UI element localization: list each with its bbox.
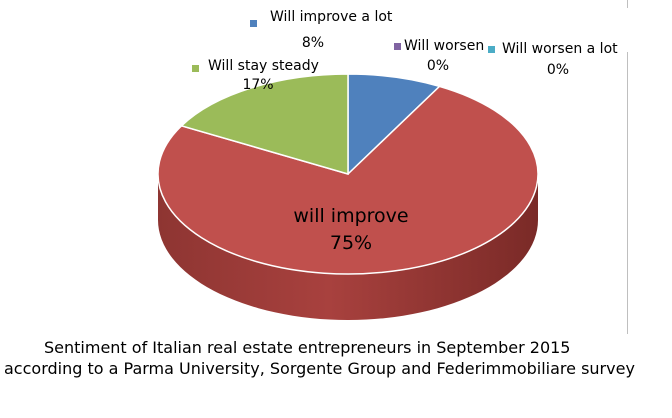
chart-border-right-lower <box>627 52 628 334</box>
label-value-will-worsen-a-lot: 0% <box>547 62 569 78</box>
caption-line-1: Sentiment of Italian real estate entrepr… <box>44 338 571 357</box>
label-name-will-improve-a-lot: Will improve a lot <box>270 9 393 25</box>
pie-chart: Will improve a lot 8% will improve 75% Will … <box>157 9 618 320</box>
label-value-will-worsen: 0% <box>427 58 449 74</box>
label-swatch-will-stay-steady <box>192 65 199 72</box>
label-swatch-will-worsen-a-lot <box>488 46 495 53</box>
chart-border-right <box>627 0 628 8</box>
pie-side-wall <box>158 174 538 320</box>
label-value-will-improve-a-lot: 8% <box>302 35 324 51</box>
pie-slice-will-improve <box>157 85 539 275</box>
label-name-will-improve: will improve <box>293 205 408 227</box>
pie-labels: Will improve a lot 8% will improve 75% Will … <box>192 9 618 254</box>
label-swatch-will-improve-a-lot <box>250 20 257 27</box>
caption-line-2: according to a Parma University, Sorgent… <box>4 359 635 378</box>
label-value-will-improve: 75% <box>330 232 372 254</box>
label-name-will-stay-steady: Will stay steady <box>208 58 319 74</box>
pie-slice-will-improve-a-lot <box>347 73 441 176</box>
label-name-will-worsen-a-lot: Will worsen a lot <box>502 41 618 57</box>
label-value-will-stay-steady: 17% <box>242 77 273 93</box>
chart-caption: Sentiment of Italian real estate entrepr… <box>0 337 672 397</box>
label-swatch-will-worsen <box>394 43 401 50</box>
label-name-will-worsen: Will worsen <box>404 38 484 54</box>
pie-side-will-improve <box>158 174 538 320</box>
pie-slice-will-stay-steady <box>180 73 349 175</box>
pie-top-face <box>157 73 539 275</box>
